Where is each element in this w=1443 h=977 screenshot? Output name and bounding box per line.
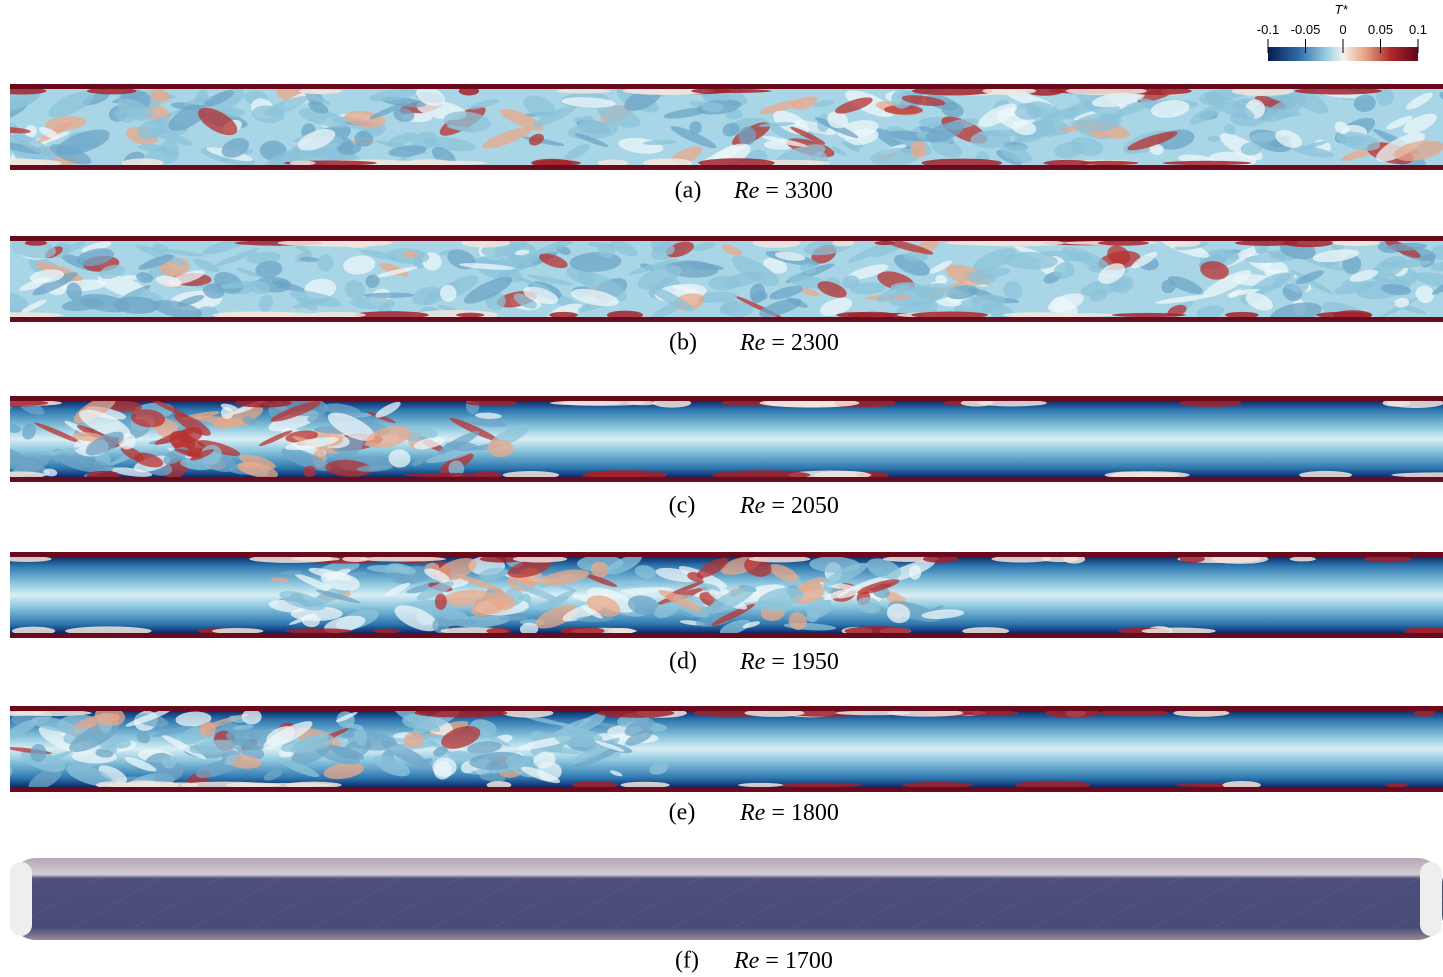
panel-label: (e) [669,800,696,826]
wall-streak [162,782,198,787]
wall-streak [285,628,352,633]
wall-streak [1003,312,1072,318]
reynolds-symbol: Re [733,178,760,204]
wall-streak [25,240,47,245]
reynolds-value: = 2300 [771,330,839,356]
wall-streak [1080,161,1139,165]
flow-panel: (c) Re= 2050 [0,390,1443,518]
reynolds-value: = 1700 [765,948,833,974]
panel-caption: Re= 1700 [733,948,833,974]
panel-caption: Re= 3300 [733,178,833,204]
wall-streak [773,783,863,787]
reynolds-symbol: Re [739,649,766,675]
reynolds-value: = 2050 [771,493,839,519]
wall-streak [404,473,487,477]
reynolds-value: = 3300 [765,178,833,204]
wall-streak [691,89,723,94]
flow-panel: (d) Re= 1950 [3,550,1443,674]
panel-caption: Re= 2300 [739,330,839,356]
reynolds-symbol: Re [733,948,760,974]
panel-label: (d) [669,649,697,675]
colorbar-tick-label: 0.1 [1409,22,1427,37]
reynolds-symbol: Re [739,330,766,356]
figure: T* -0.1-0.0500.050.1 (a)Re= 3300(b)Re= 2… [0,0,1443,977]
wall-streak [1163,161,1252,165]
panel-label: (a) [675,178,702,204]
panel-caption: Re= 2050 [739,493,839,519]
wall-streak [1098,240,1149,245]
wall-streak [359,556,446,561]
colorbar-tick-label: -0.1 [1257,22,1279,37]
wall-streak [556,88,610,93]
wall-streak [1290,557,1316,562]
tube-end [1420,862,1442,936]
tube-end [10,862,32,936]
flow-panel: (f) Re= 1700 [10,858,1443,974]
flow-panel: (e) Re= 1800 [0,700,1443,826]
wall-streak [289,161,315,166]
flow-panel: (a) Re= 3300 [0,78,1443,204]
wall-streak [1385,783,1407,788]
wall-streak [875,241,896,245]
colorbar-title: T* [1335,2,1349,17]
panel-label: (c) [669,493,696,519]
flow-panel: (b) Re= 2300 [0,231,1443,355]
panel-caption: Re= 1950 [739,649,839,675]
panel-caption: Re= 1800 [739,800,839,826]
panel-label: (b) [669,330,697,356]
colorbar-tick-label: 0.05 [1368,22,1393,37]
flow-blob [303,466,317,477]
wall-streak [738,783,783,787]
wall-streak [628,401,657,405]
reynolds-value: = 1950 [771,649,839,675]
wall-streak [835,711,911,715]
wall-streak [1112,313,1187,317]
wall-streak [456,313,484,318]
flow-blob [594,123,608,131]
panel-label: (f) [675,948,699,974]
wall-streak [1138,472,1180,477]
wall-streak [550,401,622,406]
colorbar-tick-label: 0 [1339,22,1346,37]
colorbar: T* -0.1 -0.05 0 0.05 0.1 [1257,2,1427,61]
wall-streak [962,710,1019,715]
reynolds-symbol: Re [739,493,766,519]
wall-streak [374,629,400,633]
reynolds-value: = 1800 [771,800,839,826]
tube-lines [10,876,1443,936]
reynolds-symbol: Re [739,800,766,826]
colorbar-tick-label: -0.05 [1291,22,1321,37]
panels: (a)Re= 3300(b)Re= 2300(c)Re= 2050(d)Re= … [0,78,1443,974]
